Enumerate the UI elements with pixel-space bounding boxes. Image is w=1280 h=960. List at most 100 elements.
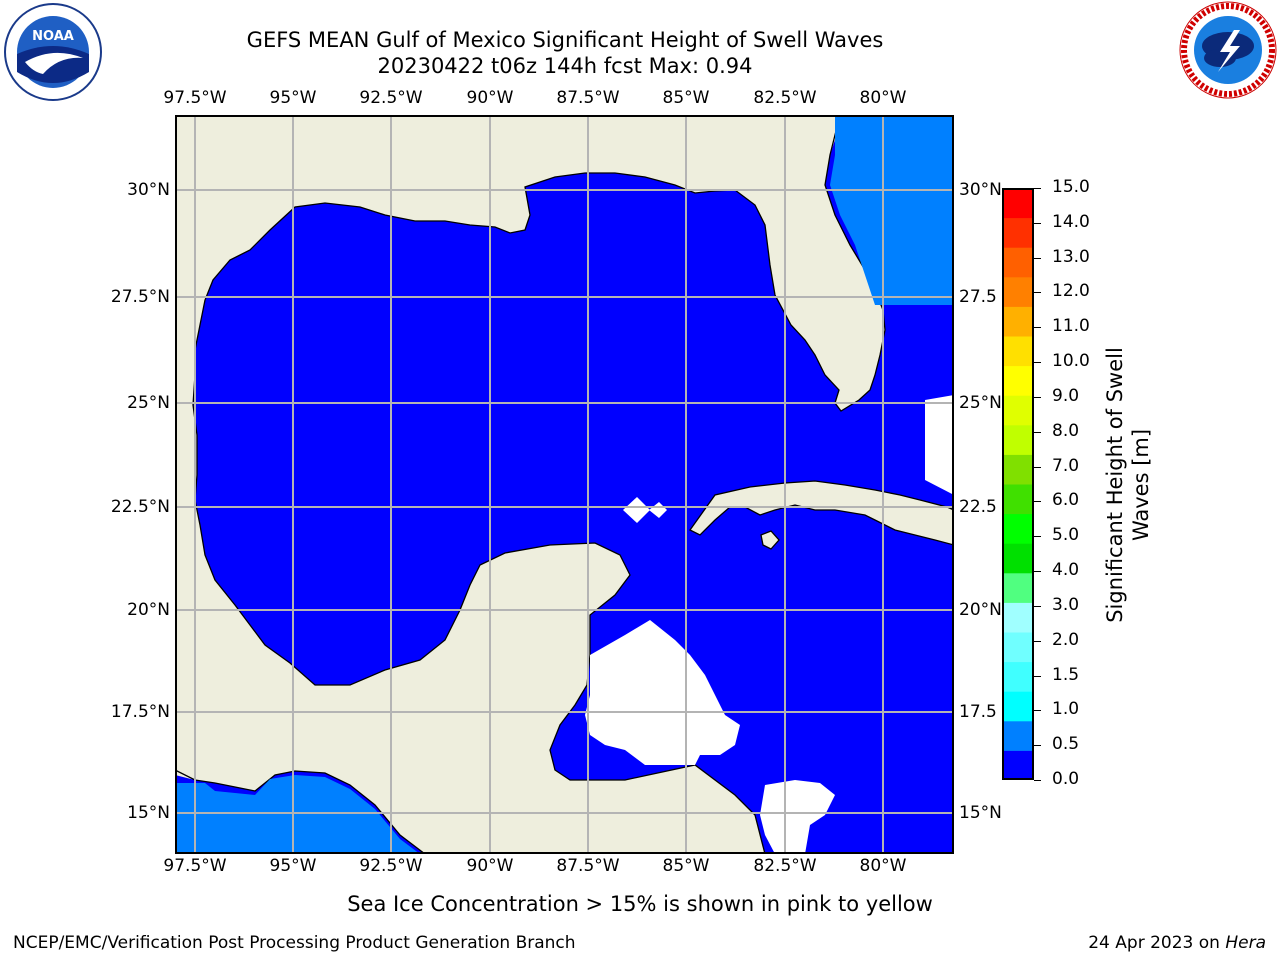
no-data-caribbean <box>585 620 740 765</box>
lon-label-top: 82.5°W <box>753 88 817 108</box>
colorbar-tick-label: 15.0 <box>1052 177 1090 197</box>
lon-label-top: 87.5°W <box>556 88 620 108</box>
lat-label-right: 17.5 <box>959 702 997 722</box>
colorbar-tick-mark <box>1034 396 1041 398</box>
colorbar-segment <box>1002 365 1034 396</box>
colorbar-tick-label: 12.0 <box>1052 281 1090 302</box>
colorbar-tick-label: 0.5 <box>1052 734 1080 755</box>
colorbar-tick-label: 1.5 <box>1052 664 1080 685</box>
colorbar-segment <box>1002 336 1034 367</box>
lat-label-right: 15°N <box>959 803 1002 823</box>
land-isle-of-youth <box>760 530 780 550</box>
colorbar-segment <box>1002 454 1034 485</box>
colorbar-tick-label: 13.0 <box>1052 246 1090 267</box>
lon-label-top: 95°W <box>269 88 317 108</box>
colorbar-segment <box>1002 750 1034 781</box>
lon-label-bottom: 92.5°W <box>359 856 423 876</box>
colorbar-tick-label: 10.0 <box>1052 351 1090 372</box>
colorbar-segment <box>1002 513 1034 544</box>
colorbar-tick-label: 0.0 <box>1052 769 1080 789</box>
chart-subtitle: 20230422 t06z 144h fcst Max: 0.94 <box>377 54 753 78</box>
colorbar-tick-label: 9.0 <box>1052 385 1080 406</box>
land-north-america <box>175 115 885 854</box>
lon-label-top: 97.5°W <box>163 88 227 108</box>
lon-label-bottom: 82.5°W <box>753 856 817 876</box>
lon-label-top: 90°W <box>466 88 514 108</box>
colorbar-tick-mark <box>1034 745 1041 747</box>
colorbar <box>1002 188 1034 781</box>
colorbar-tick-mark <box>1034 536 1041 538</box>
colorbar-tick-label: 7.0 <box>1052 455 1080 476</box>
lat-label-left: 27.5°N <box>110 287 170 307</box>
colorbar-tick-mark <box>1034 466 1041 468</box>
lon-label-bottom: 80°W <box>859 856 907 876</box>
lat-label-right: 20°N <box>959 600 1002 620</box>
swell-field-atlantic <box>830 115 954 305</box>
colorbar-segment <box>1002 691 1034 722</box>
swell-field-pacific <box>175 775 420 854</box>
colorbar-segment <box>1002 543 1034 574</box>
chart-title: GEFS MEAN Gulf of Mexico Significant Hei… <box>246 28 884 52</box>
lon-label-top: 85°W <box>662 88 710 108</box>
lon-label-bottom: 90°W <box>466 856 514 876</box>
no-data-bahamas <box>925 395 954 495</box>
colorbar-segment <box>1002 188 1034 219</box>
colorbar-tick-label: 14.0 <box>1052 211 1090 232</box>
colorbar-tick-label: 4.0 <box>1052 560 1080 581</box>
colorbar-segment <box>1002 217 1034 248</box>
lon-label-bottom: 95°W <box>269 856 317 876</box>
colorbar-segment <box>1002 424 1034 455</box>
map-gridlines <box>175 115 954 854</box>
colorbar-tick-mark <box>1034 327 1041 329</box>
colorbar-tick-mark <box>1034 675 1041 677</box>
colorbar-tick-label: 6.0 <box>1052 490 1080 511</box>
colorbar-ticks: 15.0 14.0 13.0 12.0 11.0 10.0 9.0 8.0 7.0 6.0 5.0 4… <box>1034 177 1114 789</box>
colorbar-tick-mark <box>1034 780 1041 781</box>
lon-label-bottom: 97.5°W <box>163 856 227 876</box>
colorbar-tick-mark <box>1034 605 1041 607</box>
footer-left: NCEP/EMC/Verification Post Processing Pr… <box>13 933 576 953</box>
colorbar-tick-mark <box>1034 362 1041 364</box>
lat-label-right: 25°N <box>959 393 1002 413</box>
footer-date: 24 Apr 2023 on <box>1088 933 1226 953</box>
lat-label-right: 22.5 <box>959 497 997 517</box>
svg-text:NOAA: NOAA <box>32 29 74 44</box>
colorbar-segment <box>1002 602 1034 633</box>
colorbar-segment <box>1002 306 1034 337</box>
lon-label-top: 92.5°W <box>359 88 423 108</box>
lat-label-left: 25°N <box>127 393 170 413</box>
colorbar-tick-mark <box>1034 501 1041 503</box>
colorbar-segment <box>1002 484 1034 515</box>
lat-label-left: 17.5°N <box>110 702 170 722</box>
colorbar-tick-mark <box>1034 257 1041 259</box>
colorbar-segment <box>1002 720 1034 751</box>
colorbar-tick-mark <box>1034 710 1041 712</box>
colorbar-label-line1: Significant Height of Swell <box>1103 347 1127 623</box>
gulf-of-mexico-map <box>174 114 955 855</box>
colorbar-tick-mark <box>1034 571 1041 573</box>
footer-machine: Hera <box>1225 933 1266 953</box>
lat-label-left: 20°N <box>127 600 170 620</box>
no-data-small-1 <box>623 497 650 523</box>
colorbar-segment <box>1002 247 1034 278</box>
lat-label-left: 22.5°N <box>110 497 170 517</box>
coastline-pacific <box>174 769 426 855</box>
lat-label-right: 27.5 <box>959 287 997 307</box>
land-cuba <box>689 480 955 546</box>
sea-ice-caption: Sea Ice Concentration > 15% is shown in … <box>347 892 933 916</box>
colorbar-label-line2: Waves [m] <box>1129 428 1153 542</box>
colorbar-tick-mark <box>1034 222 1041 224</box>
national-weather-service-logo <box>1178 0 1278 100</box>
coastline-north-america <box>192 114 886 855</box>
colorbar-segment <box>1002 395 1034 426</box>
footer-right: 24 Apr 2023 on Hera <box>1088 933 1266 953</box>
colorbar-segment <box>1002 276 1034 307</box>
colorbar-tick-label: 11.0 <box>1052 316 1090 337</box>
colorbar-tick-mark <box>1034 188 1041 189</box>
colorbar-tick-mark <box>1034 640 1041 642</box>
map-frame <box>175 115 954 854</box>
colorbar-tick-label: 2.0 <box>1052 629 1080 650</box>
colorbar-tick-label: 3.0 <box>1052 594 1080 615</box>
colorbar-tick-mark <box>1034 431 1041 433</box>
lon-label-top: 80°W <box>859 88 907 108</box>
